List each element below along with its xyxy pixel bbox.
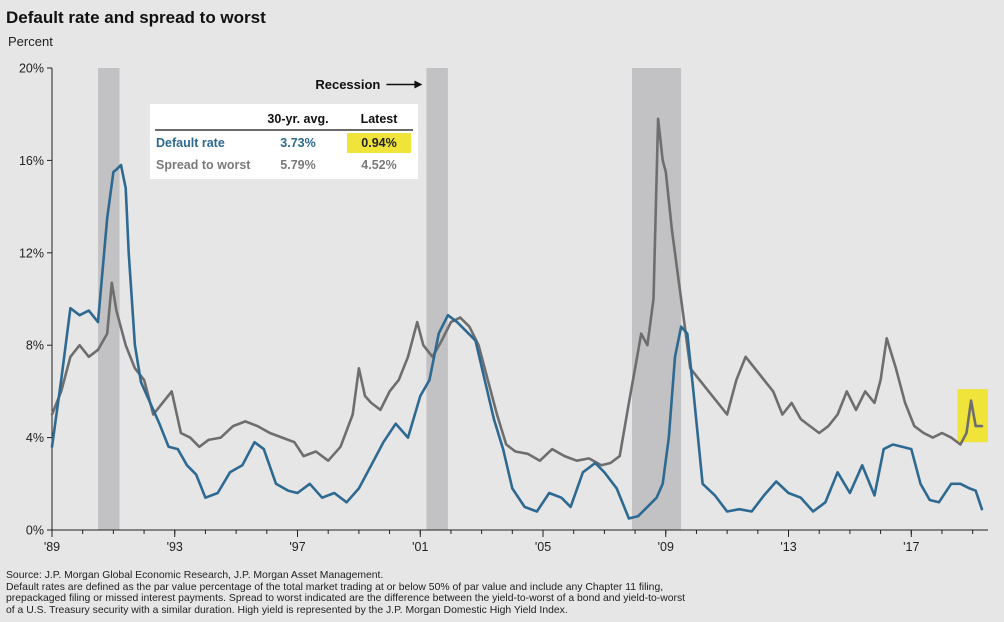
y-tick-label: 12%	[19, 246, 44, 260]
legend-header-avg: 30-yr. avg.	[267, 112, 328, 126]
annotations: Recession	[315, 77, 423, 92]
footnote-source: Source: J.P. Morgan Global Economic Rese…	[6, 570, 384, 581]
x-tick-label: '17	[903, 540, 919, 554]
x-tick-label: '01	[412, 540, 428, 554]
axes: 0% 4% 8% 12% 16% 20% '89 '93 '97 '01 '05 '09 '13 '17	[19, 62, 988, 554]
series-layer	[50, 117, 984, 520]
y-tick-label: 8%	[26, 339, 44, 353]
footnote-line: of a U.S. Treasury security with a simil…	[6, 604, 568, 616]
y-tick-label: 4%	[26, 431, 44, 445]
recession-band	[426, 68, 448, 530]
legend-table: 30-yr. avg. Latest Default rate 3.73% 0.94% S…	[150, 104, 418, 179]
x-tick-label: '09	[658, 540, 674, 554]
legend-header-latest: Latest	[361, 112, 399, 126]
recession-band	[98, 68, 120, 530]
default-rate-line	[50, 163, 984, 520]
y-tick-label: 16%	[19, 154, 44, 168]
x-tick-label: '05	[535, 540, 551, 554]
recession-label: Recession	[315, 77, 380, 92]
x-tick-label: '97	[289, 540, 305, 554]
x-tick-label: '89	[44, 540, 60, 554]
legend-row-avg: 5.79%	[280, 158, 315, 172]
x-tick-label: '13	[780, 540, 796, 554]
legend-row-latest: 0.94%	[361, 136, 396, 150]
footnote-line: Default rates are defined as the par val…	[6, 581, 664, 593]
recession-arrow-head	[414, 80, 423, 89]
y-tick-label: 20%	[19, 62, 44, 76]
spread-to-worst-line	[50, 117, 984, 467]
chart-plot: 0%4%8%12%16%20%'89'93'97'01'05'09'13'17 …	[19, 62, 988, 554]
recession-bands	[98, 68, 682, 530]
footnotes: Source: J.P. Morgan Global Economic Rese…	[6, 570, 996, 616]
footnote-line: prepackaged filing or missed interest pa…	[6, 593, 686, 605]
x-tick-label: '93	[167, 540, 183, 554]
legend-row-name: Spread to worst	[156, 158, 251, 172]
legend-row-avg: 3.73%	[280, 136, 315, 150]
chart-title: Default rate and spread to worst	[6, 8, 266, 27]
legend-row-latest: 4.52%	[361, 158, 396, 172]
y-axis-label: Percent	[8, 34, 53, 49]
y-tick-label: 0%	[26, 524, 44, 538]
latest-default-highlight	[347, 133, 411, 153]
legend-row-name: Default rate	[156, 136, 225, 150]
